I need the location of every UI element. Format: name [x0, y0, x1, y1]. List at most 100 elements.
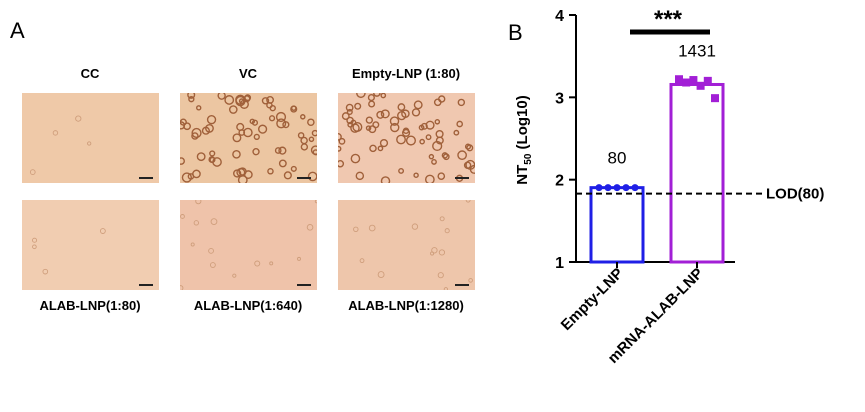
cell-mark — [425, 134, 432, 141]
cell-mark — [413, 100, 423, 110]
cell-mark — [195, 200, 202, 205]
cell-mark — [431, 159, 437, 165]
cell-mark — [188, 95, 195, 103]
micrograph-alab-1280 — [338, 200, 475, 290]
cell-mark — [312, 149, 317, 156]
micrograph-background — [22, 93, 159, 183]
cell-mark — [390, 122, 400, 133]
cell-mark — [424, 174, 435, 183]
micrograph-empty-lnp-canvas — [338, 93, 475, 183]
data-point-empty-lnp — [613, 184, 621, 192]
data-point-empty-lnp — [622, 184, 630, 192]
micrograph-empty-lnp — [338, 93, 475, 183]
cell-mark — [209, 262, 216, 268]
cell-mark — [99, 228, 106, 234]
cell-mark — [253, 133, 260, 140]
bar-label-mrna-alab-lnp: 1431 — [678, 41, 716, 60]
lod-label: LOD(80) — [766, 186, 824, 203]
cell-mark — [206, 114, 217, 125]
image-label-vc: VC — [238, 66, 258, 81]
cell-mark — [236, 167, 246, 177]
cell-mark — [377, 271, 385, 279]
data-point-mrna-alab-lnp — [689, 76, 698, 85]
cell-mark — [411, 108, 421, 117]
cell-mark — [208, 248, 214, 254]
cell-mark — [52, 130, 59, 136]
cell-mark — [355, 171, 365, 181]
cell-mark — [297, 256, 301, 261]
cell-mark — [232, 273, 237, 278]
cell-mark — [196, 105, 202, 111]
cell-mark — [183, 122, 191, 131]
cell-mark — [396, 134, 406, 145]
cell-mark — [311, 129, 317, 137]
cell-mark — [380, 109, 390, 119]
cell-mark — [346, 108, 353, 115]
y-axis-label-main: NT — [514, 165, 531, 185]
scale-bar — [455, 177, 469, 179]
panel-b-letter: B — [508, 20, 523, 45]
cell-mark — [87, 141, 92, 146]
cell-mark — [180, 285, 184, 290]
micrograph-background — [22, 200, 159, 290]
cell-mark — [338, 137, 346, 145]
cell-mark — [300, 143, 309, 151]
bar-label-empty-lnp: 80 — [608, 149, 627, 168]
cell-mark — [181, 172, 192, 183]
cell-mark — [236, 122, 245, 131]
cell-mark — [438, 249, 446, 256]
cell-mark — [191, 132, 199, 140]
significance-stars: *** — [654, 6, 683, 33]
cell-mark — [249, 118, 256, 125]
cell-mark — [300, 114, 306, 120]
cell-mark — [345, 103, 354, 112]
cell-mark — [306, 224, 314, 231]
cell-mark — [354, 102, 362, 110]
cell-mark — [338, 159, 345, 168]
y-tick-label: 2 — [555, 173, 564, 190]
data-point-mrna-alab-lnp — [703, 76, 712, 85]
cell-mark — [233, 169, 242, 178]
data-point-empty-lnp — [631, 184, 639, 192]
cell-mark — [196, 152, 206, 162]
cell-mark — [380, 93, 387, 99]
cell-mark — [290, 105, 298, 113]
image-label-alab-1280: ALAB-LNP(1:1280) — [348, 298, 464, 313]
bar-mrna-alab-lnp — [669, 82, 725, 264]
cell-mark — [367, 94, 375, 102]
micrograph-cc-canvas — [22, 93, 159, 183]
cell-mark — [397, 110, 407, 121]
cell-mark — [376, 110, 385, 119]
cell-mark — [438, 95, 446, 103]
bar-empty-lnp — [589, 186, 645, 264]
cell-mark — [42, 268, 49, 275]
data-point-empty-lnp — [604, 184, 612, 192]
cell-mark — [420, 122, 428, 130]
cell-mark — [338, 133, 342, 141]
cell-mark — [297, 132, 305, 139]
cell-mark — [377, 145, 384, 152]
cell-mark — [350, 153, 361, 164]
cell-mark — [261, 97, 270, 105]
cell-mark — [217, 93, 226, 100]
cell-mark — [307, 171, 317, 182]
cell-mark — [365, 116, 374, 124]
cell-mark — [283, 171, 292, 180]
cell-mark — [208, 156, 216, 164]
y-tick-label: 4 — [555, 8, 564, 25]
micrograph-background — [338, 93, 475, 183]
scale-bar — [297, 284, 311, 286]
y-axis-label-sub: 50 — [523, 153, 534, 165]
cell-mark — [435, 136, 444, 145]
micrograph-vc-canvas — [180, 93, 317, 183]
cell-mark — [238, 98, 245, 104]
data-point-mrna-alab-lnp — [696, 81, 705, 90]
micrograph-alab-640 — [180, 200, 317, 290]
cell-mark — [457, 150, 467, 161]
y-axis-label-rest: (Log10) — [514, 95, 531, 153]
cell-mark — [191, 127, 202, 139]
cell-mark — [352, 121, 363, 133]
cell-mark — [278, 159, 287, 168]
micrograph-background — [180, 200, 317, 290]
cell-mark — [254, 260, 261, 267]
